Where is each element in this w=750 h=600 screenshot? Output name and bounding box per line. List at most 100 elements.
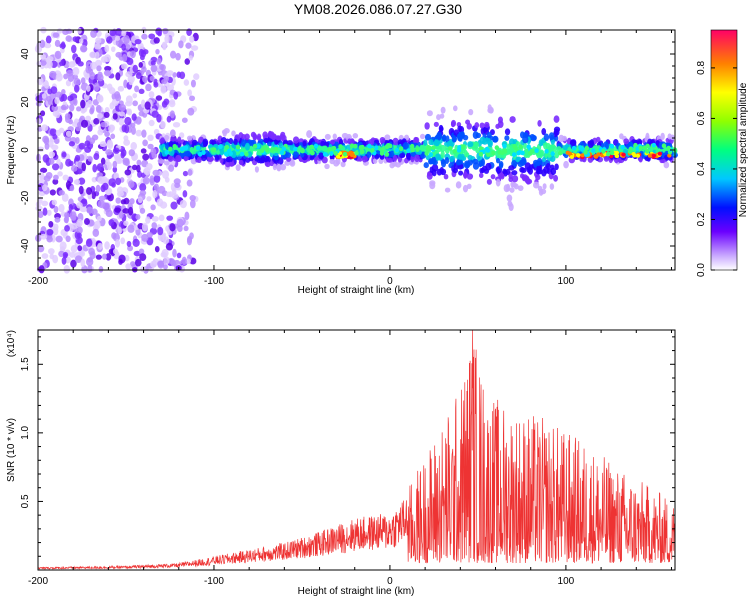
spectrogram-ridge-point bbox=[163, 160, 170, 166]
spectrogram-ridge-point bbox=[392, 154, 398, 162]
spectrogram-noise-point bbox=[96, 163, 104, 172]
snr-y-label: SNR (10 * v/v) bbox=[6, 418, 17, 482]
spectrogram-noise-point bbox=[150, 60, 156, 66]
spectrogram-noise-point bbox=[123, 35, 130, 44]
spectrogram-noise-point bbox=[48, 220, 54, 228]
spectrogram-noise-point bbox=[125, 95, 133, 104]
spectrogram-ridge-point bbox=[440, 150, 445, 159]
spectrogram-noise-point bbox=[118, 103, 127, 112]
spectrogram-noise-point bbox=[166, 84, 175, 92]
spectrogram-noise-point bbox=[97, 242, 103, 250]
spectrogram-noise-point bbox=[123, 220, 129, 226]
spectrogram-y-label: Frequency (Hz) bbox=[6, 116, 17, 185]
spectrogram-ridge-point bbox=[512, 143, 517, 149]
spectrogram-noise-point bbox=[61, 151, 67, 158]
spectrogram-ridge-point bbox=[507, 200, 513, 207]
spectrogram-ridge-point bbox=[475, 147, 480, 154]
spectrogram-noise-point bbox=[114, 207, 122, 213]
spectrogram-noise-point bbox=[168, 100, 176, 108]
spectrogram-noise-point bbox=[157, 226, 164, 236]
spectrogram-noise-point bbox=[176, 252, 182, 259]
spectrogram-noise-point bbox=[134, 85, 140, 93]
spectrogram-ridge-point bbox=[509, 116, 516, 123]
spectrogram-noise-point bbox=[41, 184, 48, 192]
spectrogram-ridge-point bbox=[302, 140, 307, 147]
spectrogram-ridge-point bbox=[436, 168, 443, 176]
spectrogram-noise-point bbox=[92, 164, 98, 173]
spectrogram-noise-point bbox=[161, 249, 169, 258]
spectrogram-noise-point bbox=[102, 182, 109, 191]
spectrogram-ridge-point bbox=[543, 133, 550, 142]
spectrogram-noise-point bbox=[80, 77, 86, 85]
spectrogram-ridge-point bbox=[452, 148, 457, 154]
spectrogram-noise-point bbox=[137, 170, 142, 178]
spectrogram-ridge-point bbox=[223, 151, 229, 157]
spectrogram-noise-point bbox=[77, 61, 84, 67]
spectrogram-ridge-point bbox=[538, 139, 544, 147]
spectrogram-noise-point bbox=[104, 54, 112, 63]
spectrogram-x-ticks: -200 -100 0 100 bbox=[28, 30, 672, 287]
spectrogram-ridge-point bbox=[508, 165, 515, 171]
spectrogram-noise-point bbox=[144, 101, 151, 110]
spectrogram-ridge-point bbox=[211, 147, 216, 153]
spectrogram-noise-point bbox=[86, 187, 93, 195]
spectrogram-noise-point bbox=[40, 167, 48, 173]
spectrogram-ridge-point bbox=[233, 138, 238, 145]
spectrogram-noise-point bbox=[71, 222, 78, 230]
spectrogram-ridge-point bbox=[619, 133, 624, 140]
spectrogram-noise-point bbox=[130, 261, 136, 267]
spectrogram-noise-point bbox=[140, 99, 146, 108]
spectrogram-noise-point bbox=[126, 57, 134, 66]
spectrogram-noise-point bbox=[110, 133, 116, 140]
spectrogram-ridge-point bbox=[168, 141, 174, 148]
spectrogram-ridge-point bbox=[633, 142, 638, 148]
spectrogram-ridge-point bbox=[218, 144, 223, 150]
snr-panel: -200 -100 0 100 0.5 1.0 1.5 Height of straigh… bbox=[6, 329, 676, 597]
spectrogram-ridge-point bbox=[269, 147, 275, 153]
colorbar-tick-label: 0.8 bbox=[696, 61, 707, 75]
spectrogram-ridge-point bbox=[450, 121, 456, 128]
spectrogram-noise-point bbox=[151, 222, 158, 229]
spectrogram-noise-point bbox=[153, 81, 159, 88]
spectrogram-ridge-point bbox=[479, 122, 485, 129]
spectrogram-ridge-point bbox=[488, 106, 494, 114]
spectrogram-ridge-point bbox=[511, 170, 518, 176]
spectrogram-noise-point bbox=[69, 103, 75, 112]
spectrogram-ridge-point bbox=[517, 150, 522, 155]
spectrogram-ridge-point bbox=[505, 168, 511, 175]
spectrogram-noise-point bbox=[115, 238, 121, 248]
spectrogram-noise-point bbox=[72, 36, 78, 42]
spectrogram-ridge-point bbox=[467, 154, 473, 161]
spectrogram-noise-point bbox=[43, 80, 50, 89]
spectrogram-noise-point bbox=[193, 73, 200, 80]
spectrogram-noise-point bbox=[189, 194, 196, 202]
spectrogram-ridge-point bbox=[491, 150, 496, 156]
spectrogram-ridge-point bbox=[189, 148, 196, 155]
spectrogram-noise-point bbox=[115, 177, 122, 186]
spectrogram-ridge-point bbox=[553, 115, 560, 123]
spectrogram-noise-point bbox=[137, 42, 144, 51]
spectrogram-peak-point bbox=[614, 153, 619, 158]
spectrogram-noise-point bbox=[45, 35, 52, 44]
spectrogram-noise-point bbox=[145, 83, 152, 92]
spectrogram-noise-point bbox=[179, 199, 187, 209]
spectrogram-ridge-point bbox=[545, 162, 551, 170]
spectrogram-noise-point bbox=[98, 266, 104, 273]
spectrogram-ridge-point bbox=[419, 133, 426, 140]
spectrogram-noise-point bbox=[115, 93, 122, 102]
spectrogram-ridge-point bbox=[309, 155, 315, 161]
spectrogram-ridge-point bbox=[436, 131, 442, 140]
snr-x-ticks: -200 -100 0 100 bbox=[28, 330, 672, 587]
spectrogram-noise-point bbox=[72, 67, 80, 76]
spectrogram-ridge-point bbox=[214, 154, 220, 161]
spectrogram-ridge-point bbox=[239, 151, 245, 157]
spectrogram-ridge-point bbox=[447, 145, 453, 151]
spectrogram-ridge-point bbox=[175, 154, 182, 163]
spectrogram-noise-point bbox=[37, 245, 45, 253]
spectrogram-ridge-point bbox=[439, 113, 445, 119]
spectrogram-peak-point bbox=[631, 152, 636, 157]
spectrogram-ridge-point bbox=[538, 149, 545, 157]
spectrogram-ridge-point bbox=[280, 131, 286, 138]
spectrogram-noise-point bbox=[89, 61, 97, 70]
spectrogram-noise-point bbox=[54, 91, 63, 98]
